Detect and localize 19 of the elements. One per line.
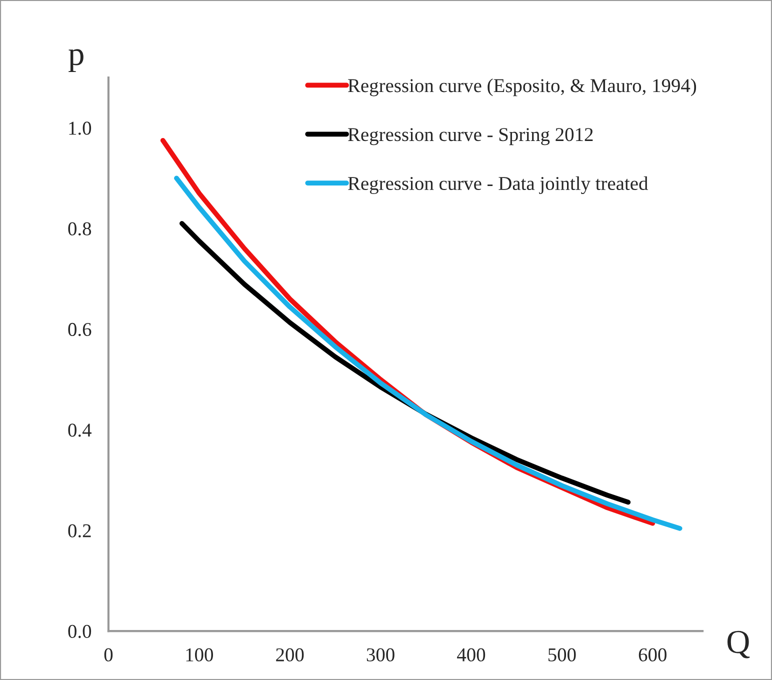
legend-label: Regression curve (Esposito, & Mauro, 1994)	[348, 78, 696, 96]
y-tick-label: 0.0	[68, 624, 92, 638]
y-axis-title: p	[68, 49, 84, 72]
x-tick-label: 500	[548, 648, 576, 662]
y-tick-label: 0.8	[68, 222, 92, 236]
x-tick-label: 100	[186, 648, 214, 662]
y-tick-label: 0.6	[68, 322, 92, 336]
x-axis-title: Q	[727, 630, 750, 658]
x-tick-label: 300	[366, 648, 394, 662]
line-series	[174, 176, 682, 531]
legend-label: Regression curve - Spring 2012	[348, 128, 593, 146]
y-tick-label: 0.4	[68, 424, 92, 437]
legend-label: Regression curve - Data jointly treated	[348, 176, 648, 194]
x-tick-label: 200	[276, 648, 304, 662]
y-tick-label: 1.0	[69, 122, 92, 135]
x-tick-label: 400	[457, 648, 486, 662]
x-tick-label: 0	[104, 648, 113, 662]
y-tick-label: 0.2	[68, 524, 91, 538]
x-tick-label: 600	[638, 648, 666, 662]
